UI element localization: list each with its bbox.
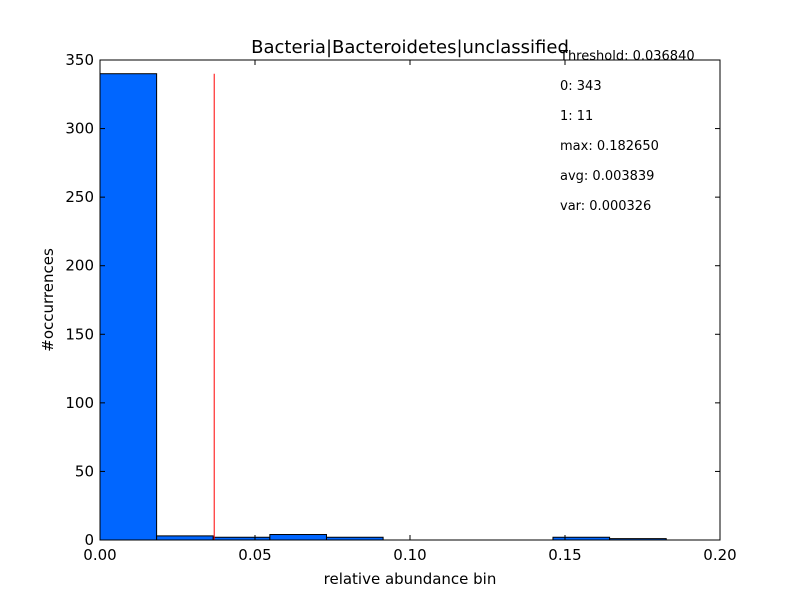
chart-title: Bacteria|Bacteroidetes|unclassified [251,37,569,58]
y-tick-label: 0 [84,531,94,549]
y-tick-label: 200 [65,257,94,275]
stats-annotation: Threshold: 0.036840 [559,49,695,64]
y-tick-label: 300 [65,120,94,138]
x-tick-label: 0.15 [548,546,581,564]
plot-frame [99,59,721,541]
x-axis-label: relative abundance bin [324,570,497,588]
y-axis-label: #occurrences [39,248,57,352]
stats-annotation: 1: 11 [560,109,593,124]
stats-annotation: 0: 343 [560,79,602,94]
histogram-bar [269,534,327,541]
y-tick-label: 100 [65,394,94,412]
y-tick-label: 50 [75,462,94,480]
y-tick-label: 350 [65,51,94,69]
axis-ticks: 0.00 0.05 0.10 0.15 0.20 0 50 100 150 200 250 300 35… [65,51,736,564]
x-tick-label: 0.10 [393,546,426,564]
histogram-bar [156,535,214,541]
stats-annotations: Threshold: 0.036840 0: 343 1: 11 max: 0.182… [559,49,695,214]
y-tick-label: 150 [65,325,94,343]
stats-annotation: avg: 0.003839 [560,169,654,184]
x-tick-label: 0.00 [83,546,116,564]
histogram-bar [99,73,158,541]
y-tick-label: 250 [65,188,94,206]
x-tick-label: 0.20 [703,546,736,564]
stats-annotation: var: 0.000326 [560,199,651,214]
x-tick-label: 0.05 [238,546,271,564]
stats-annotation: max: 0.182650 [560,139,659,154]
